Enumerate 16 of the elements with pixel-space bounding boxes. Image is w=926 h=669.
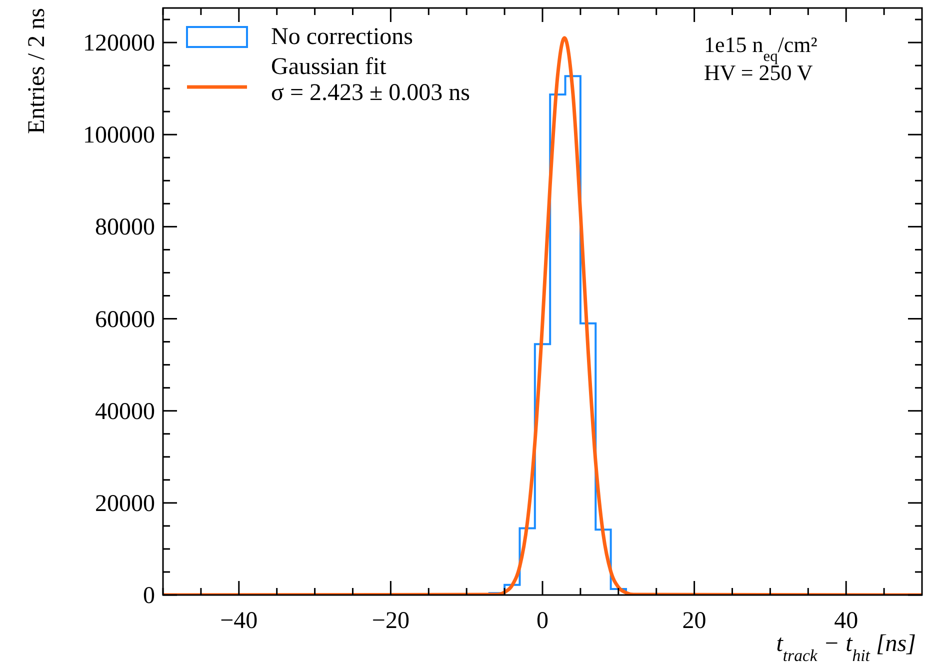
x-axis-title: t$_{track}$ − t$_{hit}$ [ns] <box>776 631 916 664</box>
x-tick-label: −40 <box>220 608 258 634</box>
x-tick-label: 40 <box>834 608 858 634</box>
y-axis-title: Entries / 2 ns <box>24 8 50 134</box>
x-tick-label: 20 <box>682 608 706 634</box>
y-tick-label: 20000 <box>95 490 155 517</box>
y-tick-label: 80000 <box>95 214 155 241</box>
y-tick-label: 120000 <box>83 30 155 57</box>
y-tick-label: 100000 <box>83 122 155 149</box>
legend-label: No corrections <box>271 24 413 50</box>
x-tick-label: −20 <box>372 608 410 634</box>
legend-label: Gaussian fit σ = 2.423 ± 0.003 ns <box>271 54 470 106</box>
y-tick-label: 60000 <box>95 306 155 333</box>
y-tick-label: 0 <box>143 583 155 609</box>
x-tick-label: 0 <box>536 608 548 634</box>
y-tick-label: 40000 <box>95 398 155 425</box>
